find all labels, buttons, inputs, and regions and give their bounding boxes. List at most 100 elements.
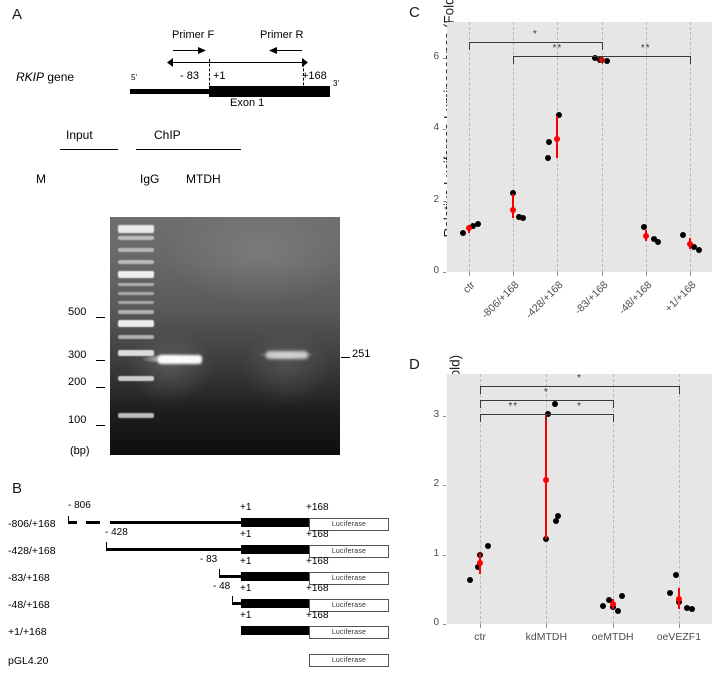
construct-plus1-1: +1 [240,529,252,540]
grid-line-3 [601,22,603,272]
gel-image [110,217,340,455]
data-point [690,244,697,250]
position-plus1-label: +1 [213,70,226,82]
luciferase-box-4: Luciferase [309,626,389,639]
y-axis-tick-label-0: 0 [433,265,439,276]
significance-bracket-tick [546,414,548,422]
data-point [553,518,560,525]
primer-f-label: Primer F [172,29,215,41]
construct-plus168-3: +168 [306,583,329,594]
data-point [516,213,523,220]
grid-line-0 [469,22,471,272]
gel-band-input [158,355,202,364]
x-tick-4 [645,272,647,276]
y-tick-0 [443,272,446,273]
significance-bracket [480,414,547,415]
grid-line-3 [678,374,680,624]
construct-plus168-2: +168 [306,556,329,567]
exon1-block [209,86,330,97]
construct-plus1-3: +1 [240,583,252,594]
data-point [485,542,492,549]
x-axis-label-2: oeMTDH [591,631,634,643]
data-point [599,602,606,609]
construct-start-1: - 428 [105,527,128,538]
five-prime-label: 5' [131,73,137,82]
construct-start-3: - 48 [213,581,231,592]
data-point [640,224,647,231]
y-tick-2 [443,485,446,487]
construct-label-4: +1/+168 [8,626,47,638]
significance-label: * [532,29,538,40]
y-axis-tick-label-2: 2 [433,478,439,490]
gel-header-input-rule [60,149,118,150]
position-minus83-label: - 83 [180,70,199,82]
x-tick-0 [469,272,471,276]
panel-d-plot-area [447,374,712,624]
luciferase-box-1: Luciferase [309,545,389,558]
amplicon-span-line [172,62,303,63]
significance-bracket-tick [469,42,471,50]
data-point [555,513,562,520]
grid-line-2 [612,374,614,624]
significance-label: ** [508,401,519,412]
data-point [618,593,625,600]
mean-marker [466,225,473,232]
data-point [546,138,553,145]
data-point [672,572,679,579]
significance-label: * [577,401,582,412]
data-point [591,54,598,61]
gel-header-chip: ChIP [154,128,181,142]
primer-r-arrow-icon [269,47,277,54]
construct-label-3: -48/+168 [8,599,50,611]
construct-plus168-4: +168 [306,610,329,621]
y-axis-tick-label-1: 1 [433,547,439,559]
panel-a: A RKIP gene 5' 3' Primer F Primer R - 83… [0,0,390,120]
luciferase-box-0: Luciferase [309,518,389,531]
grid-line-4 [645,22,647,272]
y-tick-0 [443,624,446,625]
primer-r-label: Primer R [260,29,304,41]
y-axis-tick-label-3: 6 [433,50,439,62]
construct-plus168-0: +168 [306,502,329,513]
significance-bracket-tick [513,56,515,64]
significance-bracket [513,56,602,57]
significance-bracket-tick [601,42,603,50]
mean-marker [675,596,682,602]
data-point [654,238,661,245]
x-tick-0 [480,624,482,628]
data-point [470,222,477,229]
construct-label-1: -428/+168 [8,545,56,557]
error-bar [545,414,548,540]
data-point [467,577,474,584]
error-bar [512,194,515,219]
panel-d-letter: D [409,356,420,373]
mean-marker [543,477,550,484]
mean-marker [554,136,561,143]
x-axis-label-1: kdMTDH [525,631,568,643]
y-axis-tick-label-3: 3 [433,408,439,420]
plus168-dashed-line [303,59,304,90]
y-tick-3 [443,415,446,417]
data-point [650,236,657,243]
significance-bracket-tick [480,400,482,408]
amplicon-right-arrow-icon [302,58,308,67]
significance-bracket [601,56,690,57]
luciferase-box-2: Luciferase [309,572,389,585]
exon1-label: Exon 1 [230,97,265,109]
ladder-unit-label: (bp) [70,445,90,457]
primer-r-line [274,50,302,51]
tss-dashed-line [209,59,210,90]
position-plus168-label: +168 [302,70,327,82]
data-point [603,58,610,65]
data-point [614,607,621,614]
panel-a-letter: A [12,6,23,23]
data-point [545,154,552,161]
construct-start-2: - 83 [200,554,218,565]
x-axis-label-0: ctr [474,631,486,643]
gene-name-label: RKIP gene [16,70,75,84]
data-point [556,111,563,118]
data-point [552,400,559,407]
y-tick-1 [443,200,446,202]
significance-bracket-tick [480,386,482,394]
grid-line-0 [480,374,482,624]
